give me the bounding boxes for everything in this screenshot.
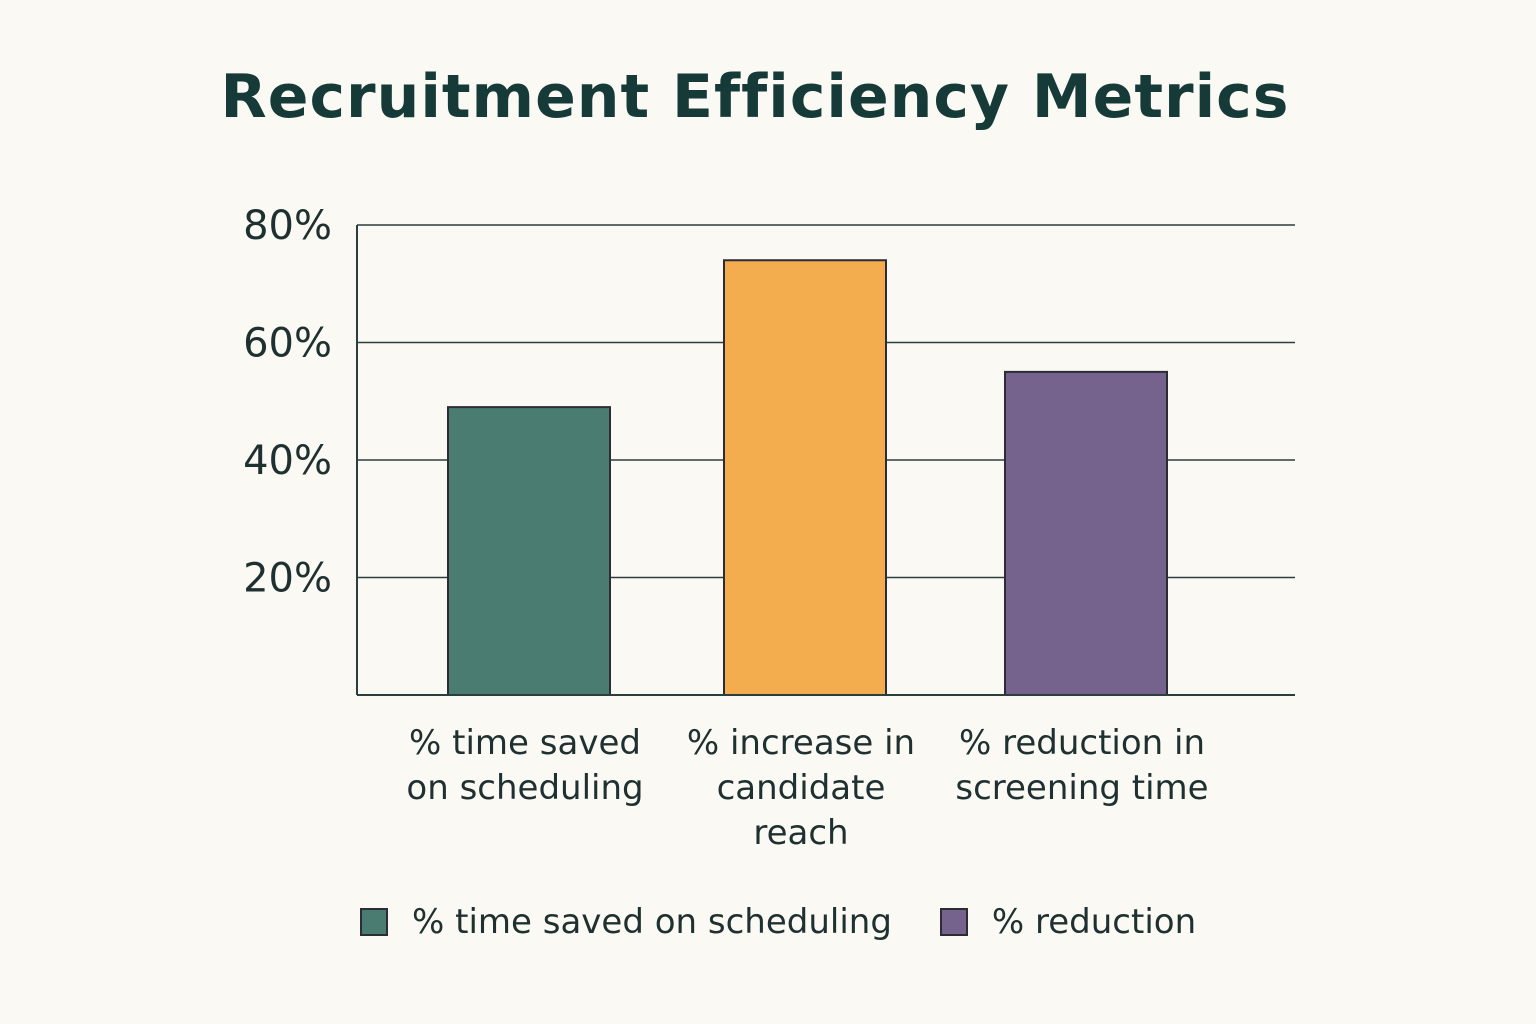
x-category-label-line: reach: [753, 813, 848, 853]
axis-layer: [356, 225, 1295, 696]
x-category-label: % increase in candidate reach: [687, 723, 915, 853]
legend-item-1: % time saved on scheduling: [360, 902, 892, 942]
legend-label: % reduction: [991, 902, 1197, 942]
x-category-label-line: % increase in: [687, 723, 915, 763]
bar-1: [447, 406, 611, 696]
legend: % time saved on scheduling % reduction: [360, 900, 1196, 944]
x-category-label-line: on scheduling: [406, 768, 643, 808]
x-category-label-line: screening time: [955, 768, 1208, 808]
bar-2: [723, 259, 887, 696]
legend-item-2: % reduction: [939, 902, 1197, 942]
y-tick-label: 40%: [243, 438, 332, 484]
x-category-label-line: % time saved: [409, 723, 641, 763]
legend-label: % time saved on scheduling: [412, 902, 892, 942]
y-tick-label: 80%: [243, 203, 332, 249]
label-layer: 20% 40% 60% 80% % time saved on scheduling % i…: [243, 203, 1209, 853]
x-category-label-line: candidate: [717, 768, 886, 808]
x-category-label: % reduction in screening time: [955, 723, 1208, 808]
legend-swatch: [939, 908, 968, 936]
y-tick-label: 20%: [243, 556, 332, 602]
chart-title: Recruitment Efficiency Metrics: [220, 62, 1290, 132]
y-tick-label: 60%: [243, 321, 332, 367]
x-category-label: % time saved on scheduling: [406, 723, 643, 808]
bar-3: [1004, 370, 1168, 696]
legend-swatch: [360, 908, 388, 936]
bar-layer: [447, 259, 1168, 696]
x-category-label-line: % reduction in: [959, 723, 1205, 763]
